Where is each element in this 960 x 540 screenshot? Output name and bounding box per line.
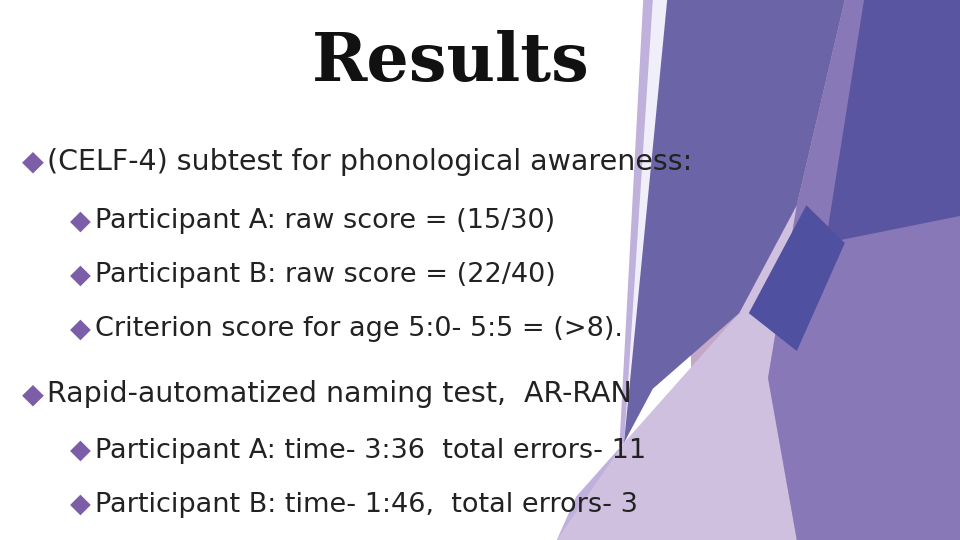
Text: ◆: ◆ [70, 316, 91, 342]
Polygon shape [768, 0, 960, 540]
Text: Results: Results [312, 30, 590, 94]
Text: ◆: ◆ [70, 492, 91, 518]
Text: Rapid-automatized naming test,  AR-RAN: Rapid-automatized naming test, AR-RAN [47, 380, 632, 408]
Polygon shape [624, 0, 845, 443]
Polygon shape [622, 0, 667, 475]
Text: Criterion score for age 5:0- 5:5 = (>8).: Criterion score for age 5:0- 5:5 = (>8). [95, 316, 623, 342]
Text: Participant A: raw score = (15/30): Participant A: raw score = (15/30) [95, 208, 555, 234]
Text: ◆: ◆ [70, 438, 91, 464]
Polygon shape [826, 0, 960, 243]
Text: ◆: ◆ [22, 148, 44, 176]
Polygon shape [557, 0, 667, 540]
Text: Participant B: time- 1:46,  total errors- 3: Participant B: time- 1:46, total errors-… [95, 492, 637, 518]
Text: ◆: ◆ [70, 262, 91, 288]
Text: Participant B: raw score = (22/40): Participant B: raw score = (22/40) [95, 262, 556, 288]
Text: Participant A: time- 3:36  total errors- 11: Participant A: time- 3:36 total errors- … [95, 438, 646, 464]
Text: ◆: ◆ [22, 380, 44, 408]
Polygon shape [691, 0, 960, 540]
Polygon shape [749, 205, 845, 351]
Text: (CELF-4) subtest for phonological awareness:: (CELF-4) subtest for phonological awaren… [47, 148, 692, 176]
Text: ◆: ◆ [70, 208, 91, 234]
Polygon shape [557, 205, 797, 540]
